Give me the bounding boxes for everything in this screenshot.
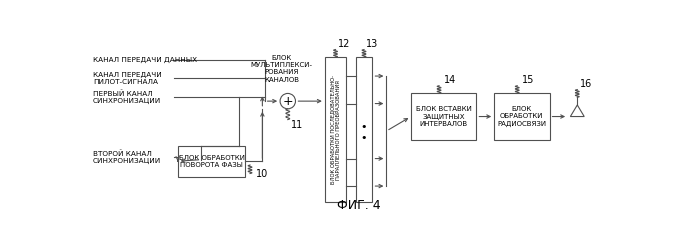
- Text: 13: 13: [366, 39, 379, 49]
- Text: •: •: [361, 122, 367, 132]
- Text: 11: 11: [291, 120, 303, 130]
- Text: ПЕРВЫЙ КАНАЛ
СИНХРОНИЗАЦИИ: ПЕРВЫЙ КАНАЛ СИНХРОНИЗАЦИИ: [93, 90, 161, 104]
- Text: КАНАЛ ПЕРЕДАЧИ
ПИЛОТ-СИГНАЛА: КАНАЛ ПЕРЕДАЧИ ПИЛОТ-СИГНАЛА: [93, 72, 161, 85]
- Bar: [325, 57, 346, 202]
- Text: •: •: [361, 133, 367, 143]
- Bar: [356, 57, 373, 202]
- Text: БЛОК ОБРАБОТКИ
ПОВОРОТА ФАЗЫ: БЛОК ОБРАБОТКИ ПОВОРОТА ФАЗЫ: [178, 154, 245, 168]
- Text: 12: 12: [338, 39, 350, 49]
- Text: ВТОРОЙ КАНАЛ
СИНХРОНИЗАЦИИ: ВТОРОЙ КАНАЛ СИНХРОНИЗАЦИИ: [93, 150, 161, 164]
- Text: 15: 15: [522, 75, 534, 85]
- Text: КАНАЛ ПЕРЕДАЧИ ДАННЫХ: КАНАЛ ПЕРЕДАЧИ ДАННЫХ: [93, 57, 197, 63]
- Text: БЛОК
МУЛЬТИПЛЕКСИ-
РОВАНИЯ
КАНАЛОВ: БЛОК МУЛЬТИПЛЕКСИ- РОВАНИЯ КАНАЛОВ: [251, 55, 312, 83]
- Text: 10: 10: [257, 169, 268, 179]
- Text: БЛОК
ОБРАБОТКИ
РАДИОСВЯЗИ: БЛОК ОБРАБОТКИ РАДИОСВЯЗИ: [497, 106, 547, 127]
- Text: +: +: [282, 95, 293, 108]
- Text: БЛОК ВСТАВКИ
ЗАЩИТНЫХ
ИНТЕРВАЛОВ: БЛОК ВСТАВКИ ЗАЩИТНЫХ ИНТЕРВАЛОВ: [416, 106, 472, 127]
- Text: БЛОК ОБРАБОТКИ ПОСЛЕДОВАТЕЛЬНО-
ПАРАЛЛЕЛЬНОГО ПРЕОБРАЗОВАНИЯ: БЛОК ОБРАБОТКИ ПОСЛЕДОВАТЕЛЬНО- ПАРАЛЛЕЛ…: [330, 75, 341, 184]
- Text: 14: 14: [444, 75, 456, 85]
- Text: 16: 16: [580, 79, 593, 89]
- Bar: [494, 93, 549, 140]
- Bar: [178, 146, 245, 177]
- Text: ФИГ. 4: ФИГ. 4: [337, 199, 380, 212]
- Bar: [411, 93, 477, 140]
